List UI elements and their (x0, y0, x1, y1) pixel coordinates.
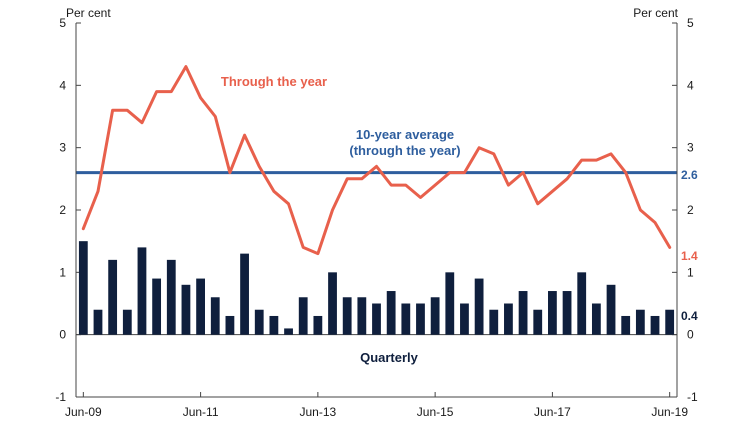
y-axis-left-unit: Per cent (66, 6, 111, 20)
quarterly-bar-4 (137, 247, 147, 335)
y-tick-left-1: 0 (59, 328, 66, 342)
quarterly-bar-13 (269, 315, 279, 335)
y-tick-left-4: 3 (59, 141, 66, 155)
quarterly-bar-2 (108, 259, 118, 335)
quarterly-bar-16 (313, 315, 323, 335)
quarterly-bar-34 (577, 272, 587, 335)
x-tick-4: Jun-17 (534, 405, 571, 419)
quarterly-bar-22 (401, 303, 411, 335)
quarterly-bar-18 (342, 297, 352, 335)
plot-frame (75, 23, 678, 398)
quarterly-bar-24 (430, 297, 440, 335)
quarterly-bar-20 (372, 303, 381, 335)
through-the-year-line (81, 65, 672, 256)
quarterly-label: Quarterly (360, 350, 419, 365)
quarterly-bar-26 (460, 303, 469, 335)
quarterly-bar-32 (548, 291, 557, 335)
y-tick-right-5: 4 (687, 78, 694, 92)
y-tick-left-2: 1 (59, 265, 66, 279)
quarterly-bar-40 (665, 309, 675, 335)
quarterly-bar-23 (416, 303, 425, 335)
quarterly-bar-5 (152, 278, 162, 335)
quarterly-bar-19 (357, 297, 367, 335)
quarterly-end-label: 0.4 (681, 309, 698, 323)
average-label-line2: (through the year) (349, 143, 460, 158)
y-tick-left-6: 5 (59, 16, 66, 30)
quarterly-bar-33 (562, 291, 572, 335)
quarterly-bar-30 (518, 291, 528, 335)
x-tick-1: Jun-11 (183, 405, 219, 419)
y-axis-right-unit: Per cent (633, 6, 678, 20)
average-label-line1: 10-year average (356, 127, 454, 142)
quarterly-bar-9 (210, 297, 220, 335)
quarterly-bar-7 (181, 284, 191, 335)
y-axis-right: -1 0 1 2 3 4 5 (672, 16, 698, 404)
y-tick-right-3: 2 (687, 203, 694, 217)
quarterly-bar-17 (328, 272, 337, 335)
quarterly-bar-27 (474, 278, 484, 335)
quarterly-bar-25 (445, 272, 455, 335)
quarterly-bar-35 (591, 303, 601, 335)
quarterly-bar-6 (166, 259, 176, 335)
quarterly-bar-8 (196, 278, 205, 335)
y-tick-right-6: 5 (687, 16, 694, 30)
y-tick-left-0: -1 (55, 390, 66, 404)
quarterly-bar-15 (298, 297, 308, 335)
x-axis: Jun-09 Jun-11 Jun-13 Jun-15 Jun-17 Jun-19 (65, 334, 688, 419)
quarterly-bar-28 (489, 309, 499, 335)
quarterly-bar-38 (635, 309, 645, 335)
y-tick-right-2: 1 (687, 265, 694, 279)
x-tick-3: Jun-15 (417, 405, 454, 419)
quarterly-bar-14 (284, 328, 293, 335)
average-end-label: 2.6 (681, 168, 698, 182)
quarterly-bar-36 (606, 284, 616, 335)
quarterly-bar-29 (504, 303, 513, 335)
quarterly-bar-31 (533, 309, 543, 335)
through-the-year-group (81, 65, 672, 256)
through-the-year-end-label: 1.4 (681, 249, 698, 263)
quarterly-bar-21 (386, 291, 396, 335)
quarterly-bar-3 (122, 309, 132, 335)
y-tick-right-0: -1 (687, 390, 698, 404)
quarterly-bar-11 (240, 253, 249, 335)
x-tick-5: Jun-19 (651, 405, 688, 419)
through-the-year-label: Through the year (221, 74, 327, 89)
quarterly-bar-39 (650, 315, 660, 335)
quarterly-bar-10 (225, 315, 235, 335)
x-tick-0: Jun-09 (65, 405, 102, 419)
y-tick-left-5: 4 (59, 78, 66, 92)
quarterly-bar-1 (93, 309, 103, 335)
quarterly-bar-37 (621, 315, 631, 335)
quarterly-bar-12 (254, 309, 264, 335)
x-tick-2: Jun-13 (300, 405, 337, 419)
quarterly-bars (78, 241, 675, 335)
y-tick-right-4: 3 (687, 141, 694, 155)
quarterly-bar-0 (78, 241, 88, 335)
y-axis-left: -1 0 1 2 3 4 5 (55, 16, 81, 404)
y-tick-right-1: 0 (687, 328, 694, 342)
y-tick-left-3: 2 (59, 203, 66, 217)
